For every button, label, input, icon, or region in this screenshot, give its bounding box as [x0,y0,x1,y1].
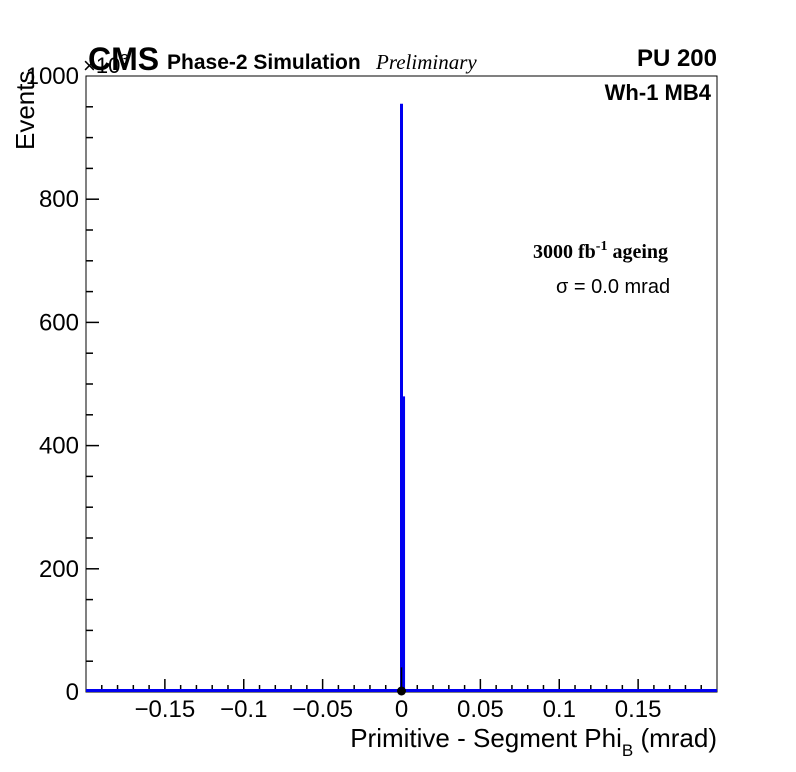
y-tick-label: 400 [39,433,79,460]
pileup-label: PU 200 [637,45,717,72]
luminosity-ageing-annotation: 3000 fb-1 ageing [533,239,668,263]
y-tick-label: 800 [39,186,79,213]
y-tick-label: 1000 [26,63,79,90]
y-axis-multiplier: ×103 [83,51,129,78]
phase2-simulation-label: Phase-2 Simulation [167,51,361,74]
cms-label: CMS [88,41,159,77]
wheel-station-label: Wh-1 MB4 [605,80,712,105]
x-tick-label: 0.1 [543,696,576,723]
x-tick-label: 0 [395,696,408,723]
preliminary-label: Preliminary [375,50,477,74]
y-tick-label: 0 [66,679,79,706]
x-axis-title: Primitive - Segment PhiB (mrad) [350,723,717,760]
axes-layer: −0.15 −0.1 −0.05 0 0.05 0.1 0.15 0 200 400 600 800 1… [26,63,718,723]
x-tick-label: −0.05 [292,696,353,723]
y-axis-title: Events [10,71,40,151]
x-tick-label: −0.15 [135,696,196,723]
x-tick-label: −0.1 [220,696,267,723]
x-tick-label: 0.05 [457,696,504,723]
sigma-annotation: σ = 0.0 mrad [556,276,670,298]
data-point-marker [397,686,406,696]
y-tick-label: 600 [39,309,79,336]
x-tick-label: 0.15 [615,696,662,723]
histogram-layer [86,103,717,696]
y-tick-label: 200 [39,556,79,583]
